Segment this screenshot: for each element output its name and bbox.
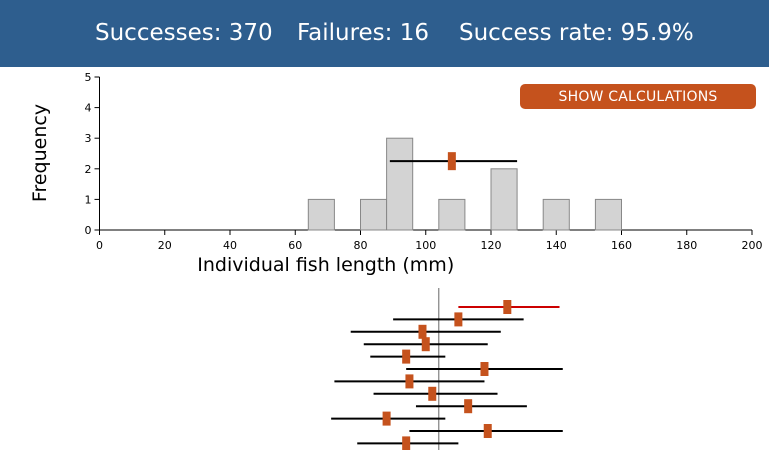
- interval-mean-marker: [402, 436, 411, 450]
- histogram-bar: [386, 137, 414, 231]
- show-calculations-button[interactable]: SHOW CALCULATIONS: [520, 84, 756, 109]
- y-tick-label: 0: [85, 224, 92, 237]
- x-tick-label: 40: [223, 239, 237, 252]
- x-tick-label: 180: [676, 239, 697, 252]
- sample-mean-marker: [447, 152, 456, 171]
- stats-header: Successes: 370 Failures: 16 Success rate…: [0, 0, 769, 67]
- y-tick-label: 5: [85, 71, 92, 84]
- x-tick-label: 160: [611, 239, 632, 252]
- histogram-bar: [542, 198, 570, 231]
- x-tick-label: 80: [354, 239, 368, 252]
- interval-mean-marker: [402, 349, 411, 364]
- x-tick-label: 140: [546, 239, 567, 252]
- success-rate: Success rate: 95.9%: [459, 20, 694, 46]
- y-tick-label: 3: [85, 132, 92, 145]
- interval-mean-marker: [464, 399, 473, 414]
- interval-mean-marker: [382, 411, 391, 426]
- x-tick-label: 20: [158, 239, 172, 252]
- x-tick-label: 200: [742, 239, 763, 252]
- interval-mean-marker: [483, 424, 492, 438]
- x-tick-label: 100: [415, 239, 436, 252]
- failures-count: Failures: 16: [297, 20, 429, 46]
- interval-mean-marker: [405, 374, 414, 389]
- interval-mean-marker: [503, 300, 512, 314]
- histogram-bar: [490, 168, 518, 231]
- interval-mean-marker: [480, 362, 489, 376]
- x-tick-label: 60: [288, 239, 302, 252]
- y-tick-label: 2: [85, 163, 92, 176]
- y-tick-label: 1: [85, 193, 92, 206]
- histogram-bar: [438, 198, 466, 231]
- y-tick-label: 4: [85, 102, 92, 115]
- successes-count: Successes: 370: [95, 20, 273, 46]
- histogram-chart: 0 1 2 3 4 5 0 20 40 60 80 100 120 140 160 180 200 Individ…: [29, 71, 763, 276]
- histogram-bar: [307, 198, 335, 231]
- interval-mean-marker: [421, 337, 430, 352]
- interval-mean-marker: [454, 312, 463, 327]
- histogram-bar: [594, 198, 623, 231]
- y-axis-title: Frequency: [29, 104, 51, 202]
- interval-mean-marker: [418, 324, 427, 339]
- x-axis-title: Individual fish length (mm): [197, 254, 454, 276]
- interval-mean-marker: [428, 386, 437, 401]
- x-tick-label: 0: [96, 239, 103, 252]
- histogram-bar: [360, 198, 388, 231]
- x-tick-label: 120: [481, 239, 502, 252]
